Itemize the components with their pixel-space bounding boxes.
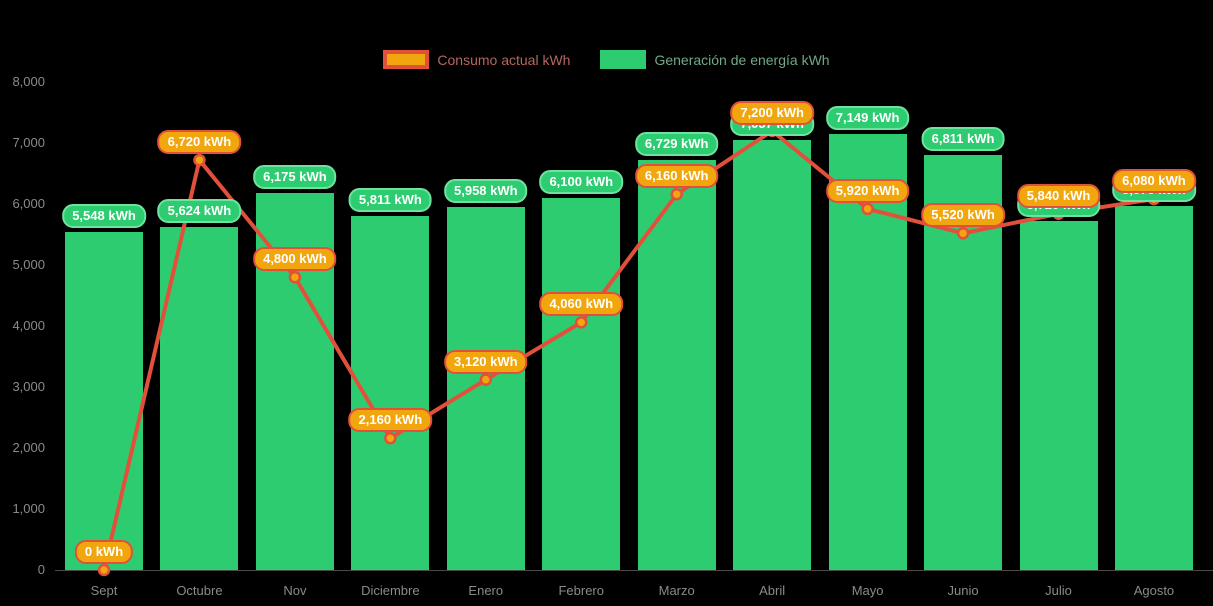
generation-bar[interactable]	[65, 231, 143, 570]
y-axis-tick-label: 5,000	[12, 257, 45, 272]
consumption-value-label: 3,120 kWh	[444, 349, 528, 374]
x-axis-month-label: Junio	[947, 583, 979, 598]
x-axis-month-label: Octubre	[176, 583, 223, 598]
consumption-value-label: 0 kWh	[74, 540, 134, 564]
line-point-marker[interactable]	[193, 153, 206, 167]
consumption-value-label: 5,520 kWh	[921, 203, 1005, 228]
consumption-value-label: 5,920 kWh	[825, 178, 910, 203]
x-axis-month-label: Nov	[283, 583, 307, 598]
line-point-marker[interactable]	[861, 202, 874, 216]
consumption-value-label: 6,080 kWh	[1112, 169, 1196, 194]
x-axis-month-label: Marzo	[658, 583, 695, 598]
consumption-value-label: 2,160 kWh	[348, 408, 433, 433]
generation-value-label: 6,100 kWh	[539, 169, 624, 194]
legend-item-consumo[interactable]: Consumo actual kWh	[383, 50, 570, 69]
generation-value-label: 5,958 kWh	[444, 178, 528, 203]
x-axis-month-label: Diciembre	[361, 583, 420, 598]
generation-value-label: 6,729 kWh	[634, 131, 719, 156]
consumption-value-label: 5,840 kWh	[1016, 183, 1101, 208]
x-axis-month-label: Enero	[468, 583, 504, 598]
y-axis-tick-label: 4,000	[12, 318, 45, 333]
x-axis-month-label: Mayo	[851, 583, 884, 598]
y-axis-tick-label: 7,000	[12, 135, 45, 150]
generation-bar[interactable]	[1019, 221, 1098, 570]
generation-bar[interactable]	[542, 197, 621, 570]
generation-bar[interactable]	[446, 206, 525, 570]
generation-bar[interactable]	[160, 226, 239, 570]
x-axis-line	[55, 570, 1213, 571]
generation-value-label: 5,624 kWh	[157, 198, 242, 223]
line-point-marker[interactable]	[575, 316, 588, 329]
y-axis-tick-label: 3,000	[12, 379, 45, 394]
consumo-line-swatch-icon	[383, 50, 430, 69]
legend-item-generacion[interactable]: Generación de energía kWh	[600, 50, 830, 69]
y-axis-tick-label: 1,000	[12, 501, 45, 516]
generation-bar[interactable]	[1114, 205, 1193, 570]
y-axis-tick-label: 6,000	[12, 196, 45, 211]
generation-bar[interactable]	[351, 215, 430, 570]
legend-label-consumo: Consumo actual kWh	[437, 51, 571, 68]
generation-value-label: 6,175 kWh	[253, 165, 337, 190]
consumption-value-label: 6,720 kWh	[157, 130, 242, 155]
y-axis-tick-label: 0	[37, 562, 45, 577]
line-point-marker[interactable]	[670, 187, 683, 201]
consumption-value-label: 7,200 kWh	[730, 100, 814, 125]
x-axis-month-label: Abril	[759, 583, 786, 598]
consumption-value-label: 4,060 kWh	[539, 292, 624, 317]
generation-bar[interactable]	[637, 159, 716, 570]
consumption-value-label: 4,800 kWh	[253, 247, 337, 272]
x-axis-month-label: Sept	[90, 583, 118, 598]
chart-legend: Consumo actual kWh Generación de energía…	[0, 50, 1213, 69]
line-point-marker[interactable]	[956, 227, 970, 240]
x-axis-month-label: Julio	[1045, 583, 1072, 598]
generation-value-label: 5,811 kWh	[348, 187, 432, 212]
generacion-bar-swatch-icon	[600, 50, 647, 69]
line-point-marker[interactable]	[97, 563, 111, 577]
x-axis-month-label: Agosto	[1133, 583, 1175, 598]
generation-value-label: 7,149 kWh	[825, 105, 910, 130]
x-axis-month-label: Febrero	[558, 583, 604, 598]
generation-value-label: 6,811 kWh	[921, 126, 1005, 151]
y-axis-tick-label: 8,000	[12, 74, 45, 89]
consumption-value-label: 6,160 kWh	[634, 164, 719, 189]
line-point-marker[interactable]	[384, 431, 397, 445]
generation-bar[interactable]	[733, 139, 812, 570]
generation-value-label: 5,548 kWh	[62, 203, 146, 228]
y-axis-tick-label: 2,000	[12, 440, 45, 455]
line-point-marker[interactable]	[288, 270, 302, 284]
legend-label-generacion: Generación de energía kWh	[654, 51, 830, 68]
line-point-marker[interactable]	[479, 373, 493, 386]
